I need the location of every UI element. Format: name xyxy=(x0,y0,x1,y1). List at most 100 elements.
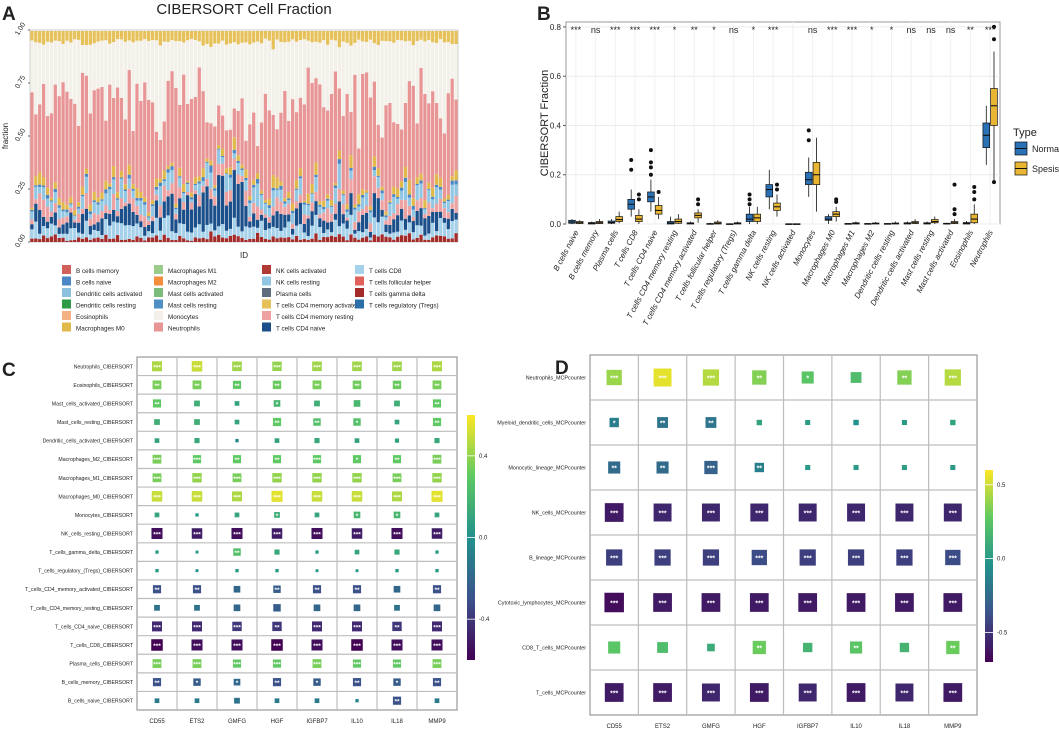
stacked-bar-segment xyxy=(252,112,256,180)
stacked-bar-segment xyxy=(193,183,198,186)
stacked-bar-segment xyxy=(100,234,104,239)
stacked-bar-segment xyxy=(147,237,151,242)
heatmap-cell xyxy=(271,639,283,651)
stacked-bar-segment xyxy=(96,214,100,223)
stacked-bar-segment xyxy=(30,37,34,41)
stacked-bar-segment xyxy=(131,190,135,199)
row-label: Monocytic_lineage_MCPcounter xyxy=(508,466,586,472)
stacked-bar-segment xyxy=(322,37,326,41)
legend-swatch xyxy=(62,311,71,320)
stacked-bar-segment xyxy=(368,31,373,38)
stacked-bar-segment xyxy=(259,190,264,194)
stacked-bar-segment xyxy=(376,176,380,188)
stacked-bar-segment xyxy=(248,196,252,201)
stacked-bar-segment xyxy=(73,215,77,220)
stacked-bar-segment xyxy=(135,197,139,201)
stacked-bar-segment xyxy=(112,177,116,180)
heatmap-cell xyxy=(192,473,202,483)
stacked-bar-segment xyxy=(427,233,431,240)
stacked-bar-segment xyxy=(104,189,108,194)
stacked-bar-segment xyxy=(57,31,61,38)
significance-stars: *** xyxy=(273,643,281,650)
heatmap-cell xyxy=(392,473,402,483)
significance-stars: *** xyxy=(193,364,201,371)
stacked-bar-segment xyxy=(310,211,314,226)
legend-label: Neutrophils xyxy=(168,326,200,333)
stacked-bar-segment xyxy=(147,216,151,218)
stacked-bar-segment xyxy=(364,190,369,193)
stacked-bar-segment xyxy=(341,31,345,38)
stacked-bar-segment xyxy=(127,40,131,71)
stacked-bar-segment xyxy=(232,137,236,150)
stacked-bar-segment xyxy=(438,186,443,190)
heatmap-cell xyxy=(701,683,720,702)
heatmap-cell xyxy=(432,361,442,372)
significance-stars: *** xyxy=(852,556,860,563)
heatmap-cell xyxy=(895,503,914,522)
stacked-bar-segment xyxy=(263,38,268,94)
stacked-bar-segment xyxy=(275,31,279,38)
stacked-bar-segment xyxy=(326,208,330,223)
significance-stars: *** xyxy=(610,376,618,383)
stacked-bar-segment xyxy=(205,239,209,242)
stacked-bar-segment xyxy=(376,168,380,176)
stacked-bar-segment xyxy=(112,209,116,222)
stacked-bar-segment xyxy=(419,183,423,199)
stacked-bar-segment xyxy=(53,225,57,235)
legend-label: Macrophages M1 xyxy=(168,268,217,275)
significance-stars: ** xyxy=(194,587,200,594)
row-label: B_cells_memory_CIBERSORT xyxy=(62,680,134,686)
y-tick-label: 0.50 xyxy=(14,128,27,143)
significance-stars: *** xyxy=(393,532,401,539)
stacked-bar-segment xyxy=(45,116,50,188)
column-label: IGFBP7 xyxy=(306,719,328,725)
stacked-bar-segment xyxy=(434,102,439,175)
stacked-bar-segment xyxy=(182,42,186,75)
heatmap-cell xyxy=(232,659,242,668)
stacked-bar-segment xyxy=(259,236,264,242)
stacked-bar-segment xyxy=(104,31,108,38)
stacked-bar-segment xyxy=(431,211,435,223)
stacked-bar-segment xyxy=(298,178,303,195)
stacked-bar-segment xyxy=(69,37,73,43)
stacked-bar-segment xyxy=(446,212,450,219)
stacked-bar-segment xyxy=(263,200,268,203)
legend-label: T cells CD8 xyxy=(369,268,402,275)
significance-stars: *** xyxy=(313,624,321,631)
stacked-bar-segment xyxy=(271,236,275,242)
significance-stars: ** xyxy=(274,680,280,687)
stacked-bar-segment xyxy=(392,219,396,233)
box xyxy=(824,216,833,221)
stacked-bar-segment xyxy=(384,105,388,212)
stacked-bar-segment xyxy=(236,160,240,163)
heatmap-cell xyxy=(271,490,283,502)
stacked-bar-segment xyxy=(333,71,338,184)
significance-stars: *** xyxy=(707,466,715,473)
stacked-bar-segment xyxy=(454,180,458,185)
stacked-bar-segment xyxy=(201,237,205,242)
stacked-bar-segment xyxy=(364,193,369,206)
stacked-bar-segment xyxy=(279,185,283,190)
stacked-bar-segment xyxy=(252,184,256,188)
stacked-bar-segment xyxy=(263,202,268,204)
stacked-bar-segment xyxy=(337,201,341,227)
significance-stars: *** xyxy=(433,364,441,371)
y-tick-label: 0.8 xyxy=(550,23,562,32)
stacked-bar-segment xyxy=(248,37,252,45)
stacked-bar-segment xyxy=(248,238,252,242)
stacked-bar-segment xyxy=(454,195,458,213)
stacked-bar-segment xyxy=(407,31,412,38)
stacked-bar-segment xyxy=(259,122,264,191)
stacked-bar-segment xyxy=(232,158,236,171)
heatmap-cell xyxy=(155,568,159,573)
stacked-bar-segment xyxy=(30,219,34,225)
stacked-bar-segment xyxy=(392,194,396,197)
stacked-bar-segment xyxy=(283,227,287,238)
stacked-bar-segment xyxy=(147,231,151,238)
stacked-bar-segment xyxy=(220,175,225,225)
stacked-bar-segment xyxy=(80,37,85,46)
stacked-bar-segment xyxy=(415,184,419,186)
heatmap-cell xyxy=(311,491,323,502)
stacked-bar-segment xyxy=(423,41,427,94)
heatmap-cell xyxy=(234,697,240,704)
